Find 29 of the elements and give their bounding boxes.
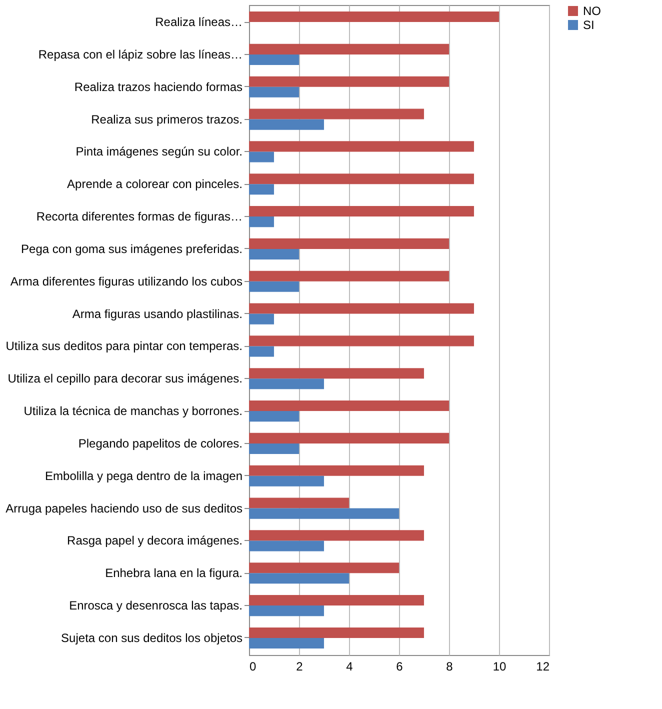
y-tick-label: Arma diferentes figuras utilizando los cubos: [10, 274, 242, 288]
y-tick-label: Realiza trazos haciendo formas: [74, 80, 242, 94]
y-tick-label: Utiliza el cepillo para decorar sus imágenes.: [8, 372, 242, 386]
x-tick-label: 10: [492, 660, 506, 674]
y-tick-label: Pinta imágenes según su color.: [76, 144, 242, 159]
x-tick-label: 0: [250, 660, 256, 674]
y-tick-label: Aprende a colorear con pinceles.: [67, 177, 242, 192]
x-tick-label: 6: [396, 660, 404, 674]
y-tick-label: Realiza líneas…: [155, 15, 242, 30]
x-tick-label: 12: [536, 660, 550, 674]
x-tick-label: 8: [446, 660, 454, 674]
y-tick-label: Sujeta con sus deditos los objetos: [61, 630, 242, 645]
y-tick-label: Pega con goma sus imágenes preferidas.: [21, 242, 242, 256]
y-tick-label: Utiliza sus deditos para pintar con temperas.: [6, 339, 242, 354]
y-tick-label: Recorta diferentes formas de figuras…: [36, 210, 242, 224]
y-tick-label: Rasga papel y decora imágenes.: [67, 534, 242, 548]
legend-label: NO: [583, 4, 601, 18]
x-tick-label: 4: [346, 660, 354, 674]
y-tick-label: Enhebra lana en la figura.: [105, 566, 242, 580]
y-tick-label: Utiliza la técnica de manchas y borrones.: [24, 404, 242, 418]
y-tick-label: Plegando papelitos de colores.: [78, 436, 242, 450]
x-tick-label: 2: [296, 660, 304, 674]
y-tick-label: Realiza sus primeros trazos.: [91, 112, 242, 126]
y-tick-label: Embolilla y pega dentro de la imagen: [45, 468, 242, 483]
y-tick-label: Arruga papeles haciendo uso de sus deditos: [6, 501, 242, 516]
legend-label: SI: [583, 18, 594, 32]
y-tick-label: Enrosca y desenrosca las tapas.: [69, 598, 242, 613]
y-tick-label: Repasa con el lápiz sobre las líneas…: [38, 47, 242, 62]
y-tick-label: Arma figuras usando plastilinas.: [72, 306, 242, 321]
